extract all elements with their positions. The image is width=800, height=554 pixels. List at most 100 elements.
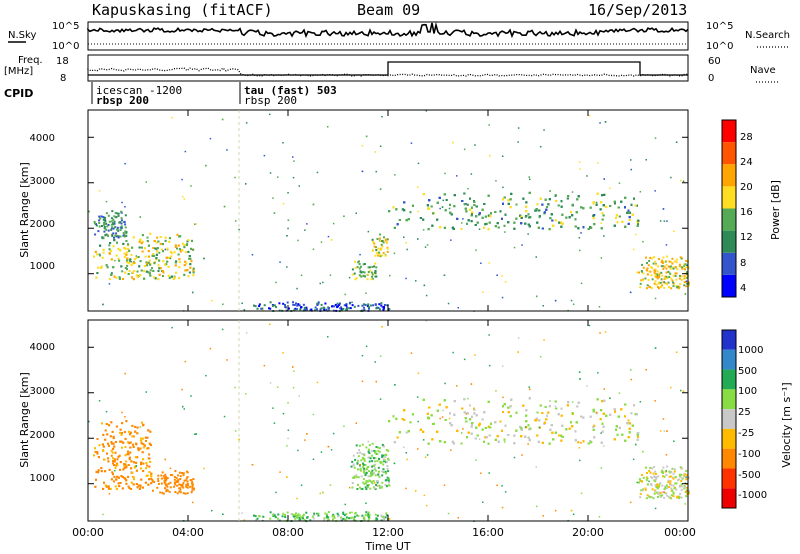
echo-p-1-30 bbox=[110, 223, 113, 226]
echo-v-2-176 bbox=[375, 483, 378, 486]
echo-v-2-76 bbox=[358, 449, 361, 452]
station-title: Kapuskasing (fitACF) bbox=[92, 1, 273, 19]
echo-v-4-104 bbox=[661, 491, 664, 494]
echo-v-3-1073 bbox=[560, 407, 563, 410]
echo-v-1-88 bbox=[165, 483, 168, 486]
echo-p-0-312 bbox=[168, 237, 171, 240]
scatter-p-76 bbox=[535, 256, 537, 258]
echo-v-2-137 bbox=[370, 474, 373, 477]
echo-p-0-405 bbox=[159, 267, 162, 270]
echo-v-0-432 bbox=[145, 474, 148, 477]
echo-v-1-9 bbox=[177, 478, 180, 481]
echo-v-3-1220 bbox=[444, 419, 447, 421]
echo-p-0-286 bbox=[130, 254, 133, 256]
echo-p-2-19 bbox=[356, 266, 359, 269]
echo-v-4-48 bbox=[652, 497, 655, 500]
echo-p-1-22 bbox=[104, 216, 107, 219]
echo-v-2-44 bbox=[377, 449, 380, 452]
echo-p-0-423 bbox=[145, 261, 148, 264]
scatter-p-150 bbox=[405, 277, 407, 280]
echo-v-3-1075 bbox=[637, 432, 640, 435]
echo-v-0-355 bbox=[128, 458, 131, 461]
scatter-v-175 bbox=[654, 400, 656, 402]
echo-p-1-83 bbox=[111, 226, 114, 229]
scatter-p-101 bbox=[277, 176, 279, 178]
scatter-v-52 bbox=[374, 361, 376, 363]
echo-p-0-455 bbox=[144, 247, 146, 250]
echo-v-0-277 bbox=[106, 433, 109, 436]
echo-p-5-129 bbox=[657, 258, 660, 260]
echo-v-2-63 bbox=[353, 476, 356, 479]
echo-p-1-78 bbox=[100, 215, 103, 218]
echo-v-4-24 bbox=[666, 465, 669, 468]
echo-v-5-63 bbox=[290, 513, 293, 515]
echo-v-0-384 bbox=[146, 474, 149, 477]
echo-v-3-1067 bbox=[528, 397, 531, 400]
scatter-p-137 bbox=[234, 176, 236, 179]
freq-left-tick-bottom: 8 bbox=[60, 73, 66, 84]
echo-p-1-72 bbox=[93, 220, 96, 223]
echo-v-2-93 bbox=[363, 467, 365, 470]
scatter-v-186 bbox=[425, 504, 428, 507]
scatter-p-250 bbox=[684, 293, 687, 295]
velocity-cbar-swatch-7 bbox=[722, 468, 736, 489]
echo-p-6-86 bbox=[314, 306, 317, 309]
echo-v-4-8 bbox=[672, 495, 675, 498]
scatter-p-123 bbox=[680, 179, 682, 182]
echo-p-0-466 bbox=[136, 276, 139, 279]
echo-v-5-3 bbox=[276, 517, 279, 520]
echo-v-5-80 bbox=[367, 513, 370, 516]
xtick-16: 16:00 bbox=[472, 526, 504, 539]
echo-v-0-378 bbox=[110, 478, 113, 481]
echo-v-0-381 bbox=[114, 485, 117, 488]
echo-v-5-138 bbox=[323, 518, 326, 521]
echo-v-2-106 bbox=[372, 480, 375, 482]
echo-p-3-19 bbox=[374, 246, 377, 249]
echo-v-0-391 bbox=[126, 453, 129, 456]
scatter-p-257 bbox=[273, 212, 276, 214]
echo-v-4-12 bbox=[658, 483, 661, 486]
echo-p-4-957 bbox=[481, 216, 484, 219]
echo-p-6-99 bbox=[261, 307, 264, 310]
scatter-p-87 bbox=[686, 264, 688, 266]
echo-p-0-497 bbox=[139, 238, 142, 241]
echo-p-0-287 bbox=[141, 250, 144, 253]
power-cbar-swatch-0 bbox=[722, 274, 736, 297]
scatter-v-238 bbox=[609, 397, 611, 399]
echo-v-1-50 bbox=[184, 479, 187, 482]
echo-p-6-7 bbox=[336, 302, 339, 305]
echo-v-0-350 bbox=[112, 435, 115, 438]
echo-v-0-393 bbox=[148, 442, 151, 445]
echo-v-5-5 bbox=[313, 513, 316, 516]
echo-p-4-891 bbox=[393, 226, 396, 229]
echo-v-0-293 bbox=[94, 450, 97, 453]
echo-v-3-1238 bbox=[636, 438, 639, 441]
echo-p-5-84 bbox=[659, 281, 662, 284]
echo-v-1-28 bbox=[164, 483, 167, 486]
echo-v-3-1204 bbox=[548, 405, 551, 408]
velocity-cbar-swatch-0 bbox=[722, 330, 736, 350]
echo-p-0-450 bbox=[143, 265, 146, 268]
velocity-cbar-tick-neg500: -500 bbox=[738, 470, 761, 481]
echo-v-2-169 bbox=[382, 454, 385, 457]
echo-v-3-1068 bbox=[593, 424, 596, 427]
echo-v-0-375 bbox=[127, 485, 130, 488]
echo-v-0-318 bbox=[121, 432, 123, 435]
echo-p-0-294 bbox=[126, 261, 128, 264]
echo-p-4-932 bbox=[546, 206, 548, 208]
echo-v-0-308 bbox=[148, 478, 151, 481]
echo-v-1-29 bbox=[158, 482, 160, 485]
echo-v-3-1134 bbox=[422, 398, 425, 401]
echo-v-2-182 bbox=[366, 484, 369, 487]
echo-v-5-51 bbox=[345, 519, 348, 522]
echo-p-1-58 bbox=[120, 210, 123, 213]
scatter-v-99 bbox=[684, 503, 687, 505]
echo-v-3-1054 bbox=[577, 441, 580, 444]
echo-p-5-64 bbox=[650, 274, 653, 277]
echo-p-6-30 bbox=[348, 307, 351, 310]
echo-p-4-898 bbox=[503, 196, 506, 199]
echo-v-0-379 bbox=[128, 442, 131, 445]
echo-p-2-23 bbox=[367, 266, 370, 269]
echo-p-0-485 bbox=[113, 239, 116, 242]
scatter-v-158 bbox=[292, 386, 295, 389]
